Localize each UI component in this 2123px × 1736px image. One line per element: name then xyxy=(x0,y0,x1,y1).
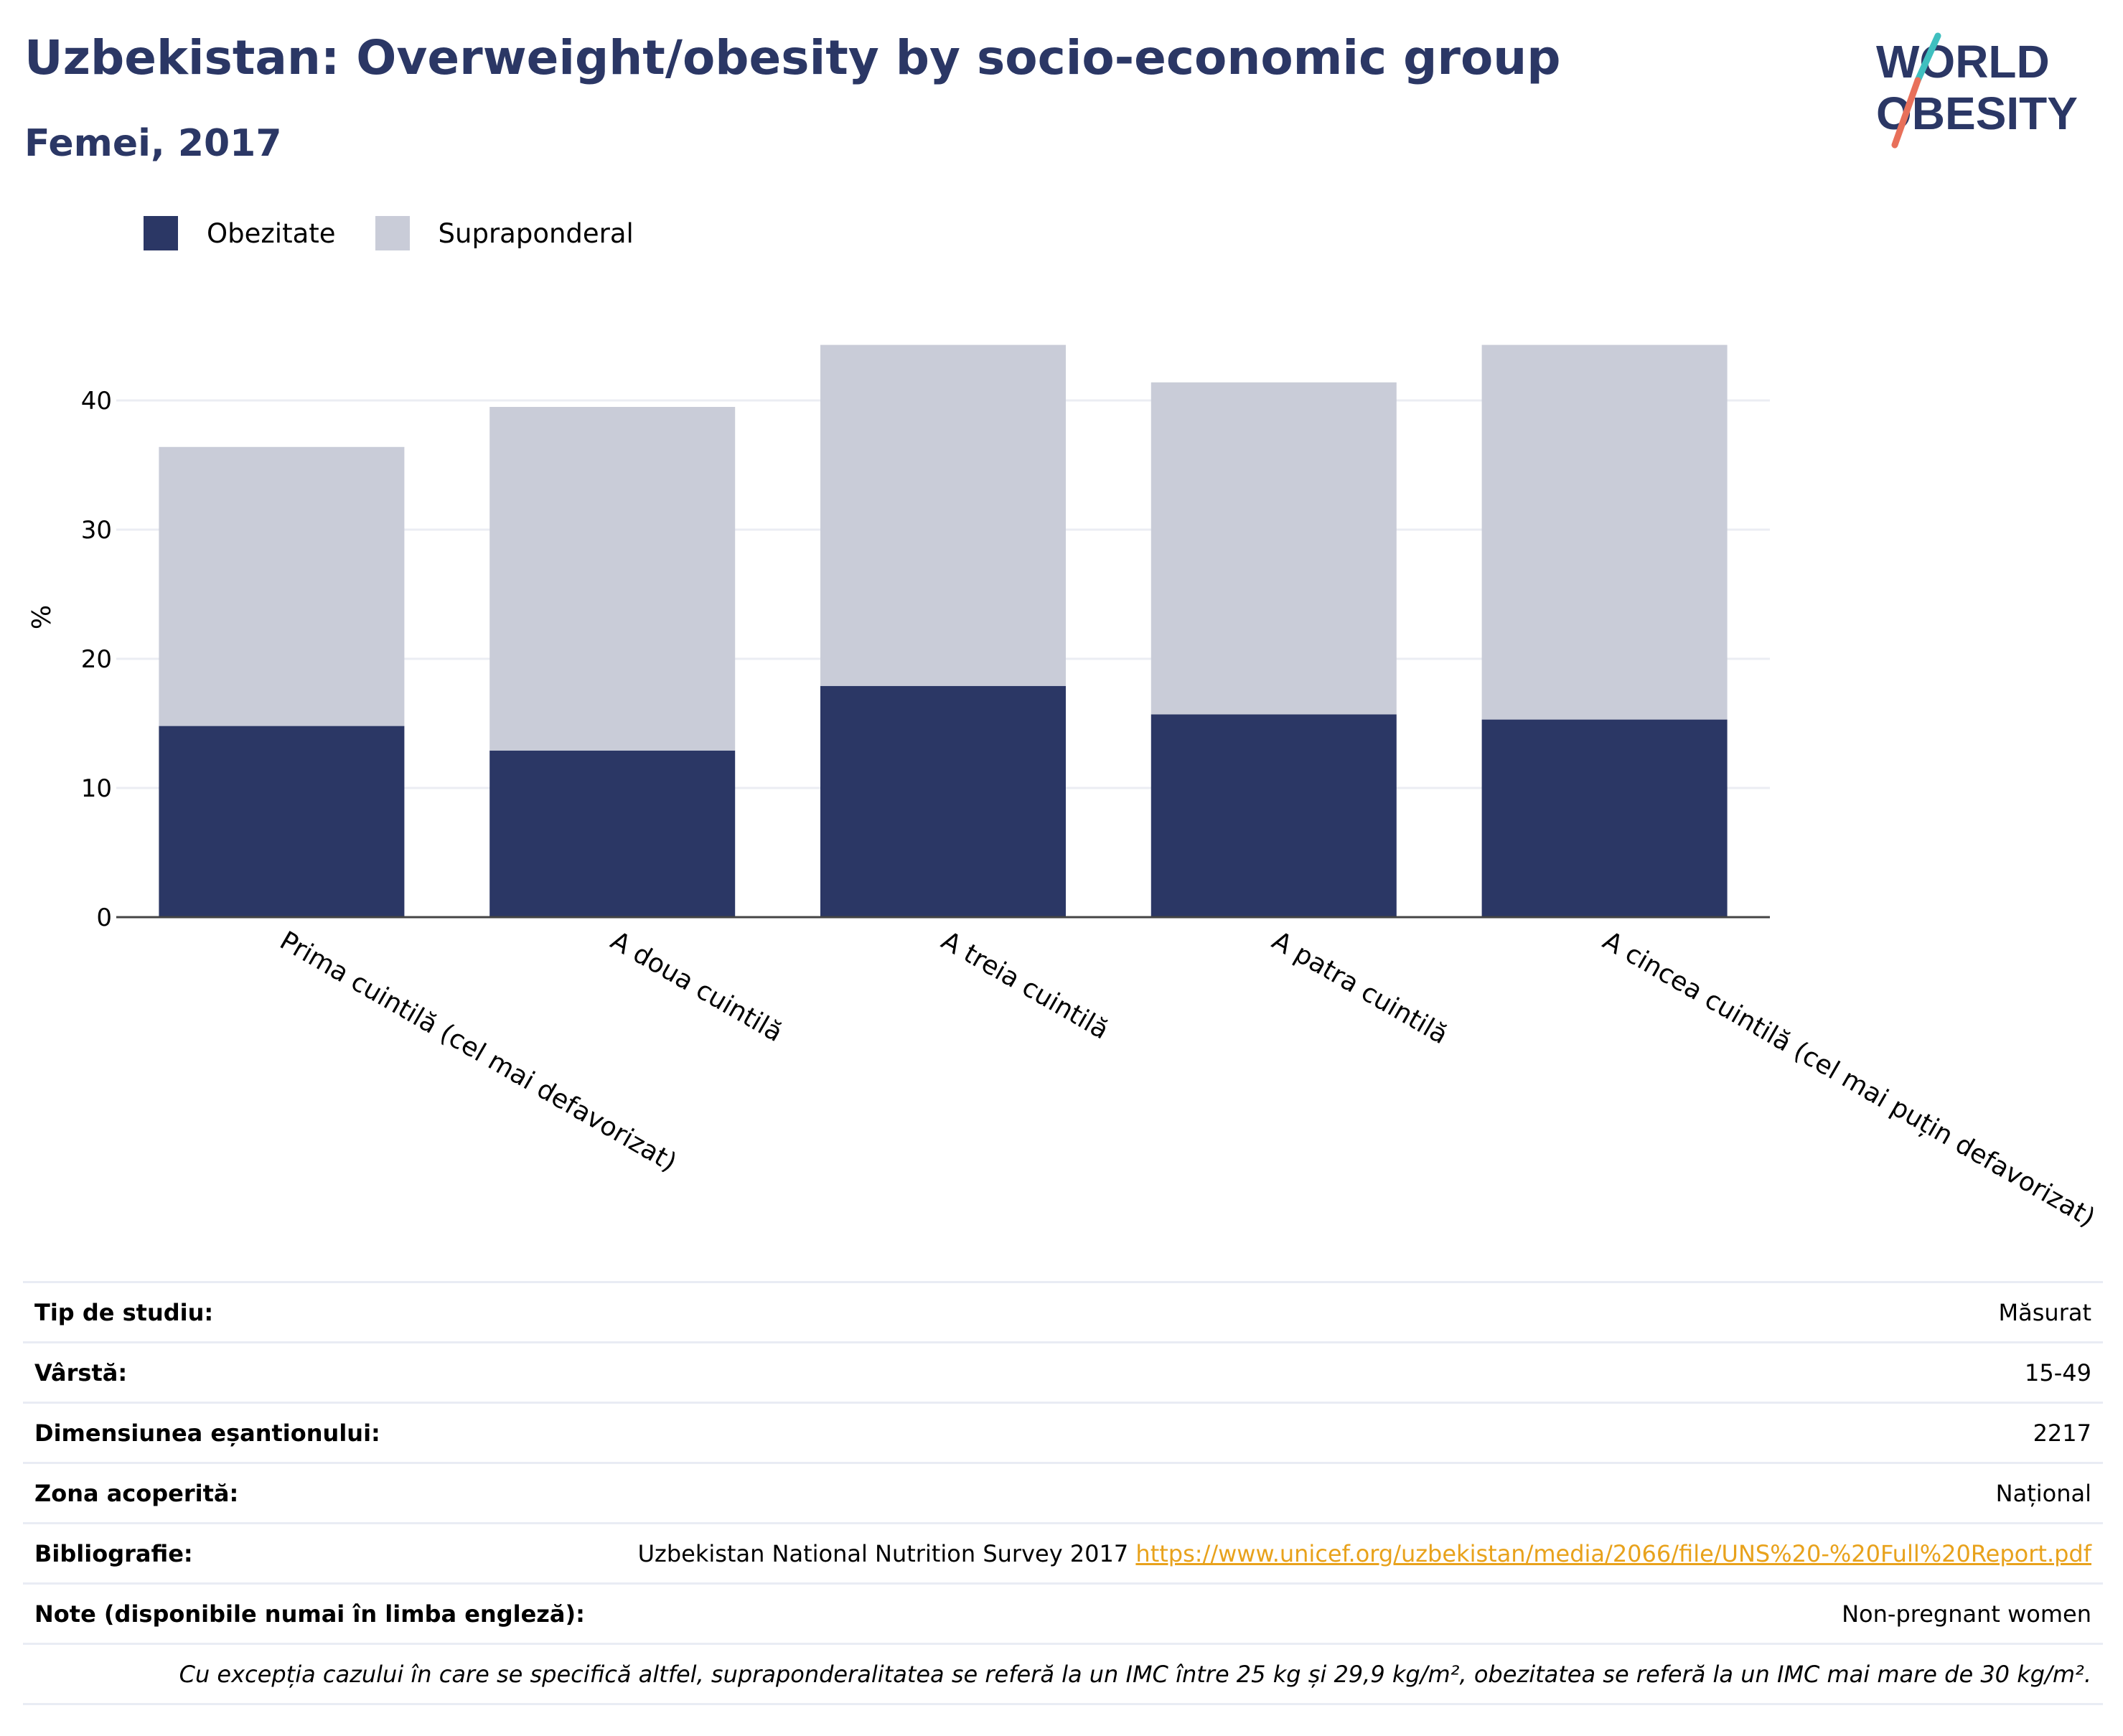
study-type-value: Măsurat xyxy=(604,1281,2103,1343)
logo-slash-teal xyxy=(1914,32,1941,84)
y-tick-label: 0 xyxy=(96,904,112,932)
bibliography-value: Uzbekistan National Nutrition Survey 201… xyxy=(604,1522,2103,1584)
x-tick-label: A cincea cuintilă (cel mai puțin defavor… xyxy=(1598,926,2100,1233)
legend-item-obesity[interactable]: Obezitate xyxy=(144,216,336,250)
info-row-age: Vârstă: 15-49 xyxy=(23,1341,2103,1403)
legend-item-overweight[interactable]: Supraponderal xyxy=(375,216,634,250)
age-label: Vârstă: xyxy=(23,1341,605,1403)
y-axis-ticks: 0 10 20 30 40 xyxy=(81,387,112,932)
y-tick-label: 20 xyxy=(81,645,112,674)
y-axis-title: % xyxy=(27,605,57,629)
bibliography-link[interactable]: https://www.unicef.org/uzbekistan/media/… xyxy=(1135,1539,2091,1567)
bar-obesity[interactable] xyxy=(489,750,736,917)
area-label: Zona acoperită: xyxy=(23,1462,605,1524)
bar-chart: 0 10 20 30 40 Prima cuintilă (cel mai defavo… xyxy=(27,344,2100,1233)
bar-obesity[interactable] xyxy=(159,726,405,917)
y-tick-label: 30 xyxy=(81,516,112,545)
x-tick-label: A doua cuintilă xyxy=(606,926,787,1048)
y-tick-label: 40 xyxy=(81,387,112,416)
age-value: 15-49 xyxy=(604,1341,2103,1403)
x-tick-label: Prima cuintilă (cel mai defavorizat) xyxy=(275,926,682,1178)
legend-label-overweight: Supraponderal xyxy=(438,217,634,249)
bar-obesity[interactable] xyxy=(820,685,1066,917)
legend-swatch-obesity xyxy=(144,216,178,250)
x-tick-label: A treia cuintilă xyxy=(937,926,1114,1045)
bar-obesity[interactable] xyxy=(1150,714,1397,917)
logo-word-world: WORLD xyxy=(1876,36,2050,88)
area-value: Național xyxy=(604,1462,2103,1524)
bibliography-label: Bibliografie: xyxy=(23,1522,605,1584)
legend-swatch-overweight xyxy=(375,216,410,250)
info-row-sample: Dimensiunea eșantionului: 2217 xyxy=(23,1402,2103,1463)
sample-size-label: Dimensiunea eșantionului: xyxy=(23,1402,605,1463)
logo-slash-coral xyxy=(1891,77,1921,149)
chart-title: Uzbekistan: Overweight/obesity by socio-… xyxy=(24,30,1561,85)
bar-overweight[interactable] xyxy=(159,446,405,726)
y-tick-label: 10 xyxy=(81,774,112,803)
chart-legend: Obezitate Supraponderal xyxy=(144,213,673,253)
study-type-label: Tip de studiu: xyxy=(23,1281,605,1343)
info-row-area: Zona acoperită: Național xyxy=(23,1462,2103,1524)
chart-subtitle: Femei, 2017 xyxy=(24,122,282,165)
bibliography-text: Uzbekistan National Nutrition Survey 201… xyxy=(637,1539,1129,1567)
bar-overweight[interactable] xyxy=(1481,344,1728,720)
info-row-bibliography: Bibliografie: Uzbekistan National Nutrit… xyxy=(23,1522,2103,1584)
info-row-study-type: Tip de studiu: Măsurat xyxy=(23,1281,2103,1343)
chart-bars xyxy=(116,344,1770,919)
bar-overweight[interactable] xyxy=(820,344,1066,686)
notes-label: Note (disponibile numai în limba engleză… xyxy=(23,1582,605,1644)
x-axis-labels: Prima cuintilă (cel mai defavorizat)A do… xyxy=(275,926,2100,1233)
bar-obesity[interactable] xyxy=(1481,719,1728,917)
legend-label-obesity: Obezitate xyxy=(207,217,336,249)
info-row-notes: Note (disponibile numai în limba engleză… xyxy=(23,1582,2103,1644)
bar-overweight[interactable] xyxy=(1150,382,1397,715)
bar-overweight[interactable] xyxy=(489,407,736,751)
info-row-footnote: Cu excepția cazului în care se specifică… xyxy=(23,1643,2103,1705)
world-obesity-logo: WORLD OBESITY xyxy=(1876,32,2078,149)
notes-value: Non-pregnant women xyxy=(604,1582,2103,1644)
sample-size-value: 2217 xyxy=(604,1402,2103,1463)
x-tick-label: A patra cuintilă xyxy=(1267,926,1453,1050)
study-info-table: Tip de studiu: Măsurat Vârstă: 15-49 Dim… xyxy=(23,1281,2103,1705)
footnote: Cu excepția cazului în care se specifică… xyxy=(23,1643,2103,1705)
